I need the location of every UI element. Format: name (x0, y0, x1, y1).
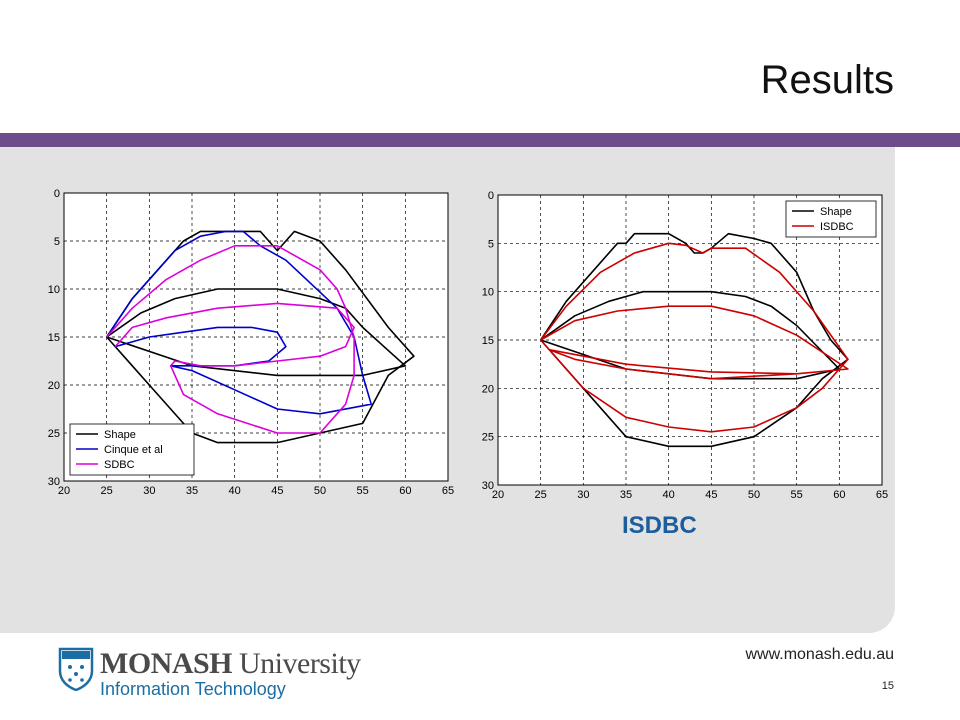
slide-title: Results (760, 58, 894, 102)
y-tick-label: 15 (48, 332, 60, 344)
university-name: MONASH University (100, 647, 361, 680)
x-tick-label: 55 (357, 485, 369, 497)
accent-bar (0, 133, 960, 147)
legend-label: Cinque et al (104, 444, 163, 456)
chart-caption: ISDBC (622, 512, 697, 539)
x-tick-label: 50 (314, 485, 326, 497)
legend: Shape ISDBC (785, 200, 877, 238)
x-tick-label: 20 (492, 489, 504, 501)
plot-frame (63, 192, 449, 482)
y-tick-label: 15 (482, 335, 494, 347)
y-tick-label: 25 (482, 432, 494, 444)
y-tick-label: 20 (482, 383, 494, 395)
x-tick-label: 20 (58, 485, 70, 497)
series-line-shape (106, 230, 415, 444)
series-line-cinque-et-al (106, 230, 373, 415)
x-tick-label: 35 (620, 489, 632, 501)
x-tick-label: 65 (442, 485, 454, 497)
y-tick-label: 30 (48, 476, 60, 488)
x-tick-label: 30 (577, 489, 589, 501)
x-tick-label: 45 (705, 489, 717, 501)
chart-isdbc: 20 25 30 35 40 45 50 55 60 65 0 5 10 15 20 25 30 Shape ISD… (482, 190, 888, 501)
y-tick-label: 25 (48, 428, 60, 440)
legend-label: Shape (820, 206, 852, 218)
y-tick-label: 10 (482, 287, 494, 299)
x-tick-label: 25 (101, 485, 113, 497)
legend-label: Shape (104, 429, 136, 441)
x-tick-label: 60 (833, 489, 845, 501)
legend-label: ISDBC (820, 221, 854, 233)
series-line-isdbc (540, 242, 849, 433)
x-tick-label: 55 (791, 489, 803, 501)
monash-logo: MONASH University Information Technology (58, 645, 378, 705)
faculty-name: Information Technology (100, 679, 286, 699)
page-number: 15 (881, 680, 894, 692)
x-tick-label: 40 (663, 489, 675, 501)
series-line-shape (540, 232, 849, 448)
x-tick-label: 65 (876, 489, 888, 501)
x-tick-label: 35 (186, 485, 198, 497)
y-tick-label: 0 (54, 188, 60, 200)
x-tick-label: 60 (399, 485, 411, 497)
y-tick-label: 10 (48, 284, 60, 296)
y-tick-label: 0 (488, 190, 494, 202)
x-tick-label: 50 (748, 489, 760, 501)
series-line-sdbc (106, 244, 355, 434)
chart-comparison: 20 25 30 35 40 45 50 55 60 65 0 5 10 15 20 25 30 Shape Cin… (48, 188, 454, 497)
series-line-isdbc (540, 305, 849, 380)
x-tick-label: 30 (143, 485, 155, 497)
legend-box (785, 200, 877, 238)
x-tick-label: 45 (271, 485, 283, 497)
plot-frame (497, 194, 883, 486)
legend: Shape Cinque et al SDBC (69, 423, 195, 476)
y-tick-label: 5 (488, 238, 494, 250)
monash-crest-icon (58, 647, 94, 691)
y-tick-label: 20 (48, 380, 60, 392)
y-tick-label: 5 (54, 236, 60, 248)
y-tick-label: 30 (482, 480, 494, 492)
x-tick-label: 40 (229, 485, 241, 497)
legend-label: SDBC (104, 459, 135, 471)
x-tick-label: 25 (535, 489, 547, 501)
website-url[interactable]: www.monash.edu.au (745, 646, 894, 663)
